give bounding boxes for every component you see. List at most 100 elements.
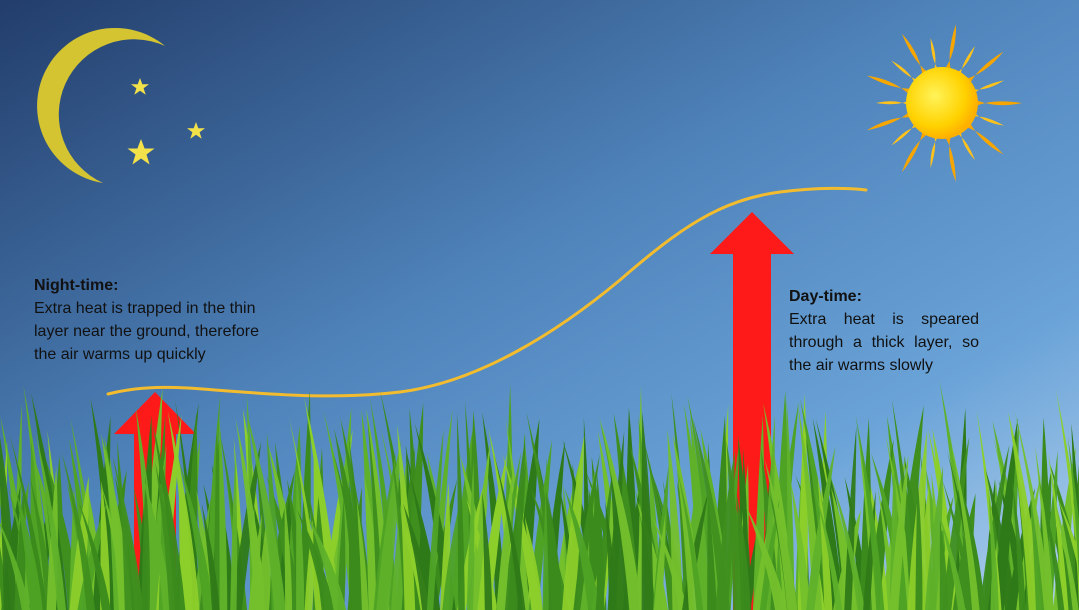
grass-blade: [201, 503, 220, 610]
grass-blade: [599, 417, 642, 610]
boundary-layer-curve: [106, 186, 868, 398]
grass-blade: [844, 426, 857, 610]
grass-blade: [924, 465, 943, 610]
grass-blade: [494, 455, 526, 610]
grass-blade: [1048, 451, 1069, 610]
grass-blade: [61, 452, 96, 610]
grass-blade: [915, 475, 923, 610]
grass-blade: [828, 470, 865, 610]
grass-blade: [1038, 477, 1065, 610]
grass-field: [0, 380, 1079, 610]
grass-blade: [937, 510, 966, 610]
sun-ray: [968, 108, 1005, 126]
grass-blade: [641, 411, 654, 610]
sun-ray: [902, 126, 932, 173]
grass-blade: [1014, 411, 1052, 610]
sun-ray: [961, 118, 1004, 155]
grass-blade: [677, 469, 704, 610]
grass-blade: [469, 440, 491, 610]
grass-blade: [141, 476, 150, 610]
grass-blade: [524, 516, 543, 610]
grass-blade: [642, 435, 677, 610]
grass-blade: [806, 446, 836, 610]
grass-blade: [667, 428, 683, 610]
grass-blade: [373, 453, 396, 610]
grass-blade: [605, 501, 617, 610]
grass-blade: [692, 418, 731, 610]
grass-blade: [542, 457, 550, 610]
grass-blade: [573, 454, 600, 610]
sun-ray: [961, 51, 1004, 88]
grass-blade: [466, 460, 475, 610]
grass-blade: [988, 489, 999, 610]
grass-blade: [29, 474, 55, 610]
grass-blade: [230, 453, 238, 610]
star-icon: [187, 122, 205, 139]
grass-blade: [496, 467, 514, 610]
grass-blade: [1035, 446, 1054, 610]
star-icon: [127, 139, 155, 165]
grass-blade: [649, 511, 688, 610]
grass-blade: [979, 444, 1010, 610]
grass-blade: [595, 472, 613, 610]
sun-icon: [866, 24, 1022, 182]
sun-ray: [968, 80, 1005, 98]
grass-blade: [119, 479, 132, 610]
grass-blade: [296, 509, 335, 610]
grass-blade: [140, 465, 173, 610]
grass-blade: [152, 423, 186, 610]
night-time-label: Night-time: Extra heat is trapped in the…: [34, 274, 266, 366]
grass-blade: [246, 410, 286, 610]
grass-blade: [889, 454, 909, 610]
grass-blade: [396, 424, 416, 610]
night-time-heading: Night-time:: [34, 277, 119, 294]
grass-blade: [9, 434, 48, 610]
grass-blade: [284, 496, 293, 610]
grass-blade: [307, 514, 347, 610]
night-time-text: Extra heat is trapped in the thin layer …: [34, 300, 260, 363]
sun-ray: [930, 38, 942, 75]
grass-blade: [426, 429, 444, 610]
grass-blade: [219, 415, 228, 610]
grass-blade: [178, 459, 214, 610]
grass-blade: [112, 456, 144, 610]
moon-icon: [37, 27, 166, 183]
grass-blade: [812, 418, 844, 610]
grass-blade: [174, 398, 201, 610]
grass-blade: [726, 440, 745, 610]
grass-blade: [266, 475, 303, 610]
grass-blade: [167, 411, 200, 610]
day-time-label: Day-time: Extra heat is speared through …: [789, 285, 979, 377]
grass-blade: [235, 418, 266, 610]
day-heat-arrow: [710, 212, 794, 610]
grass-blade: [507, 436, 526, 610]
grass-blade: [736, 492, 751, 610]
grass-blade: [1067, 436, 1079, 579]
grass-blade: [1012, 480, 1026, 610]
grass-blade: [949, 437, 980, 610]
grass-blade: [942, 436, 970, 610]
grass-blade: [813, 485, 843, 610]
grass-blade: [456, 413, 465, 610]
grass-blade: [985, 468, 1017, 610]
grass-blade: [15, 490, 43, 610]
grass-blade: [759, 498, 780, 610]
sun-ray: [866, 108, 916, 131]
grass-blade: [764, 459, 798, 610]
sun-ray: [942, 131, 956, 182]
sun-ray: [952, 126, 975, 161]
grass-blade: [35, 431, 66, 610]
grass-blade: [684, 404, 710, 610]
grass-blade: [564, 488, 601, 610]
sun-ray: [930, 131, 942, 168]
grass-blade: [0, 437, 17, 610]
grass-blade: [871, 453, 912, 610]
grass-blade: [231, 441, 262, 610]
grass-blade: [296, 470, 305, 610]
star-icon: [131, 78, 149, 95]
grass-blade: [442, 506, 459, 610]
grass-blade: [304, 396, 340, 610]
grass-blade: [356, 498, 369, 610]
